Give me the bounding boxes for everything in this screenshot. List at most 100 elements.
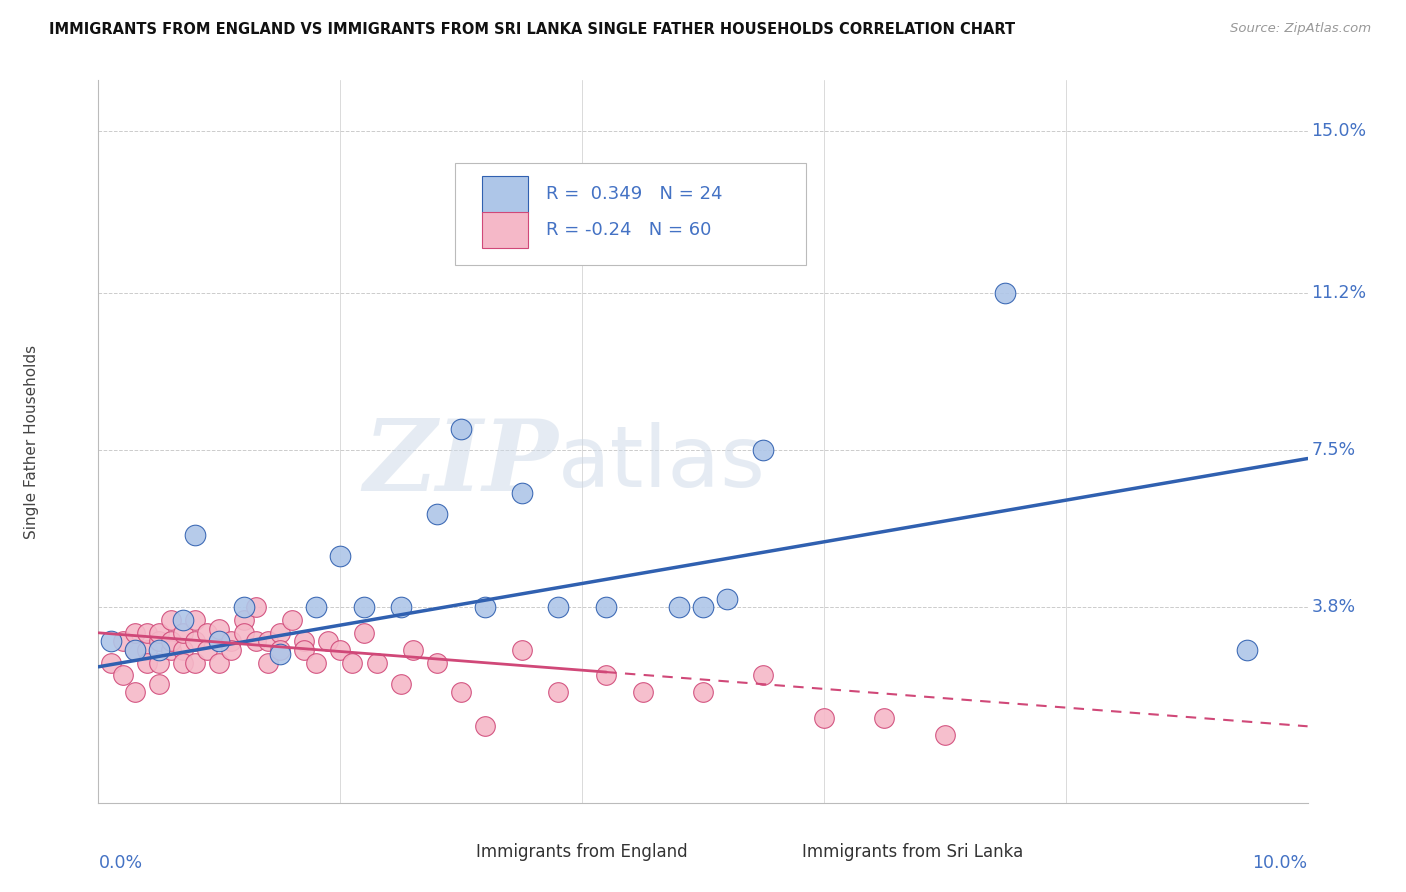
Point [269, 625, 291, 640]
Text: R =  0.349   N = 24: R = 0.349 N = 24 [546, 186, 723, 203]
Point [752, 668, 775, 682]
Point [994, 285, 1017, 300]
Point [329, 549, 352, 564]
Point [510, 485, 533, 500]
Point [934, 728, 956, 742]
Point [426, 507, 449, 521]
Point [245, 600, 267, 615]
Point [752, 443, 775, 458]
Point [124, 625, 146, 640]
Point [135, 625, 157, 640]
Point [100, 634, 122, 648]
Point [124, 642, 146, 657]
Point [366, 656, 388, 670]
Text: IMMIGRANTS FROM ENGLAND VS IMMIGRANTS FROM SRI LANKA SINGLE FATHER HOUSEHOLDS CO: IMMIGRANTS FROM ENGLAND VS IMMIGRANTS FR… [49, 22, 1015, 37]
Point [208, 656, 231, 670]
Point [172, 613, 194, 627]
Point [135, 656, 157, 670]
Point [221, 642, 243, 657]
Point [111, 668, 134, 682]
Point [160, 613, 183, 627]
Point [716, 591, 738, 606]
Text: 15.0%: 15.0% [1312, 122, 1367, 140]
Point [124, 642, 146, 657]
Point [389, 600, 412, 615]
Point [329, 642, 352, 657]
Point [160, 634, 183, 648]
Bar [425, 840, 464, 863]
Point [184, 613, 207, 627]
Point [221, 634, 243, 648]
Point [148, 656, 170, 670]
Point [148, 642, 170, 657]
Point [100, 656, 122, 670]
Point [450, 422, 472, 436]
Point [631, 685, 654, 699]
Point [510, 642, 533, 657]
Point [148, 634, 170, 648]
Point [1236, 642, 1258, 657]
Point [160, 642, 183, 657]
Point [342, 656, 364, 670]
Point [232, 625, 254, 640]
Point [256, 634, 278, 648]
Point [232, 613, 254, 627]
Point [172, 642, 194, 657]
Point [595, 600, 617, 615]
Point [135, 642, 157, 657]
Point [292, 634, 315, 648]
Text: 7.5%: 7.5% [1312, 441, 1355, 459]
Point [353, 625, 375, 640]
Text: ZIP: ZIP [363, 415, 558, 511]
Point [184, 528, 207, 542]
Point [232, 600, 254, 615]
Point [256, 656, 278, 670]
Point [873, 711, 896, 725]
Point [195, 642, 218, 657]
Text: 11.2%: 11.2% [1312, 284, 1367, 301]
Point [208, 634, 231, 648]
Point [353, 600, 375, 615]
Point [474, 600, 496, 615]
Point [208, 622, 231, 636]
Bar [751, 840, 790, 863]
Point [184, 656, 207, 670]
Point [292, 642, 315, 657]
Point [595, 668, 617, 682]
Point [474, 719, 496, 733]
Point [208, 634, 231, 648]
Point [184, 634, 207, 648]
Point [450, 685, 472, 699]
Point [124, 685, 146, 699]
Text: atlas: atlas [558, 422, 766, 505]
Point [692, 685, 714, 699]
Point [111, 634, 134, 648]
Point [547, 685, 569, 699]
Point [195, 625, 218, 640]
Point [813, 711, 835, 725]
Text: R = -0.24   N = 60: R = -0.24 N = 60 [546, 221, 711, 239]
Point [148, 677, 170, 691]
Text: Immigrants from England: Immigrants from England [475, 843, 688, 861]
Point [692, 600, 714, 615]
Point [269, 647, 291, 661]
Point [281, 613, 304, 627]
Point [269, 642, 291, 657]
Text: Immigrants from Sri Lanka: Immigrants from Sri Lanka [803, 843, 1024, 861]
Point [245, 634, 267, 648]
Text: Single Father Households: Single Father Households [24, 344, 39, 539]
Point [426, 656, 449, 670]
Bar [482, 211, 527, 248]
Point [148, 625, 170, 640]
Point [305, 600, 328, 615]
Point [305, 656, 328, 670]
FancyBboxPatch shape [456, 163, 806, 265]
Point [172, 656, 194, 670]
Point [402, 642, 425, 657]
Text: 3.8%: 3.8% [1312, 599, 1355, 616]
Text: Source: ZipAtlas.com: Source: ZipAtlas.com [1230, 22, 1371, 36]
Point [547, 600, 569, 615]
Bar [482, 177, 527, 212]
Point [668, 600, 690, 615]
Text: 10.0%: 10.0% [1253, 854, 1308, 871]
